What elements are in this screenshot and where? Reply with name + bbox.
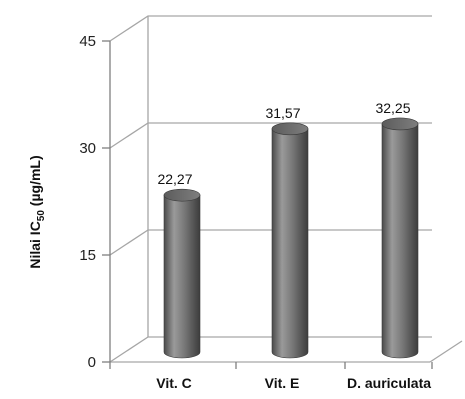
y-tick-label: 15 bbox=[79, 247, 96, 264]
label-layer: 22,27 Vit. C 31,57 Vit. E 32,25 D. auriculata bbox=[156, 100, 431, 391]
bar-cap bbox=[381, 117, 419, 131]
bar-2 bbox=[271, 122, 309, 359]
data-label: 22,27 bbox=[157, 171, 192, 187]
y-tick-layer: 0 15 30 45 bbox=[79, 33, 433, 371]
bar-cap bbox=[271, 122, 309, 136]
bar-cap bbox=[163, 188, 201, 202]
bar-layer bbox=[163, 117, 419, 359]
bar-body bbox=[271, 128, 309, 359]
y-tick-label: 0 bbox=[88, 354, 96, 371]
x-category-label: D. auriculata bbox=[347, 375, 431, 391]
y-axis-title-unit: (µg/mL) bbox=[27, 155, 43, 210]
gridline-0 bbox=[109, 336, 432, 363]
data-label: 31,57 bbox=[265, 105, 300, 121]
floor-right-edge bbox=[429, 340, 463, 363]
y-axis-title-subscript: 50 bbox=[36, 210, 47, 222]
grid-layer bbox=[109, 15, 463, 363]
y-tick-label: 30 bbox=[79, 140, 96, 157]
bar-body bbox=[163, 194, 201, 359]
y-axis-title: Nilai IC50 (µg/mL) bbox=[27, 155, 47, 268]
y-tick-label: 45 bbox=[79, 33, 96, 50]
gridline-15 bbox=[109, 229, 432, 256]
bar-1 bbox=[163, 188, 201, 359]
bar-3 bbox=[381, 117, 419, 359]
gridline-30 bbox=[109, 122, 432, 149]
x-category-label: Vit. C bbox=[156, 375, 192, 391]
bar-body bbox=[381, 123, 419, 359]
y-axis-title-main: Nilai IC bbox=[27, 221, 43, 268]
gridline-45 bbox=[109, 15, 432, 42]
x-category-label: Vit. E bbox=[265, 375, 300, 391]
data-label: 32,25 bbox=[375, 100, 410, 116]
